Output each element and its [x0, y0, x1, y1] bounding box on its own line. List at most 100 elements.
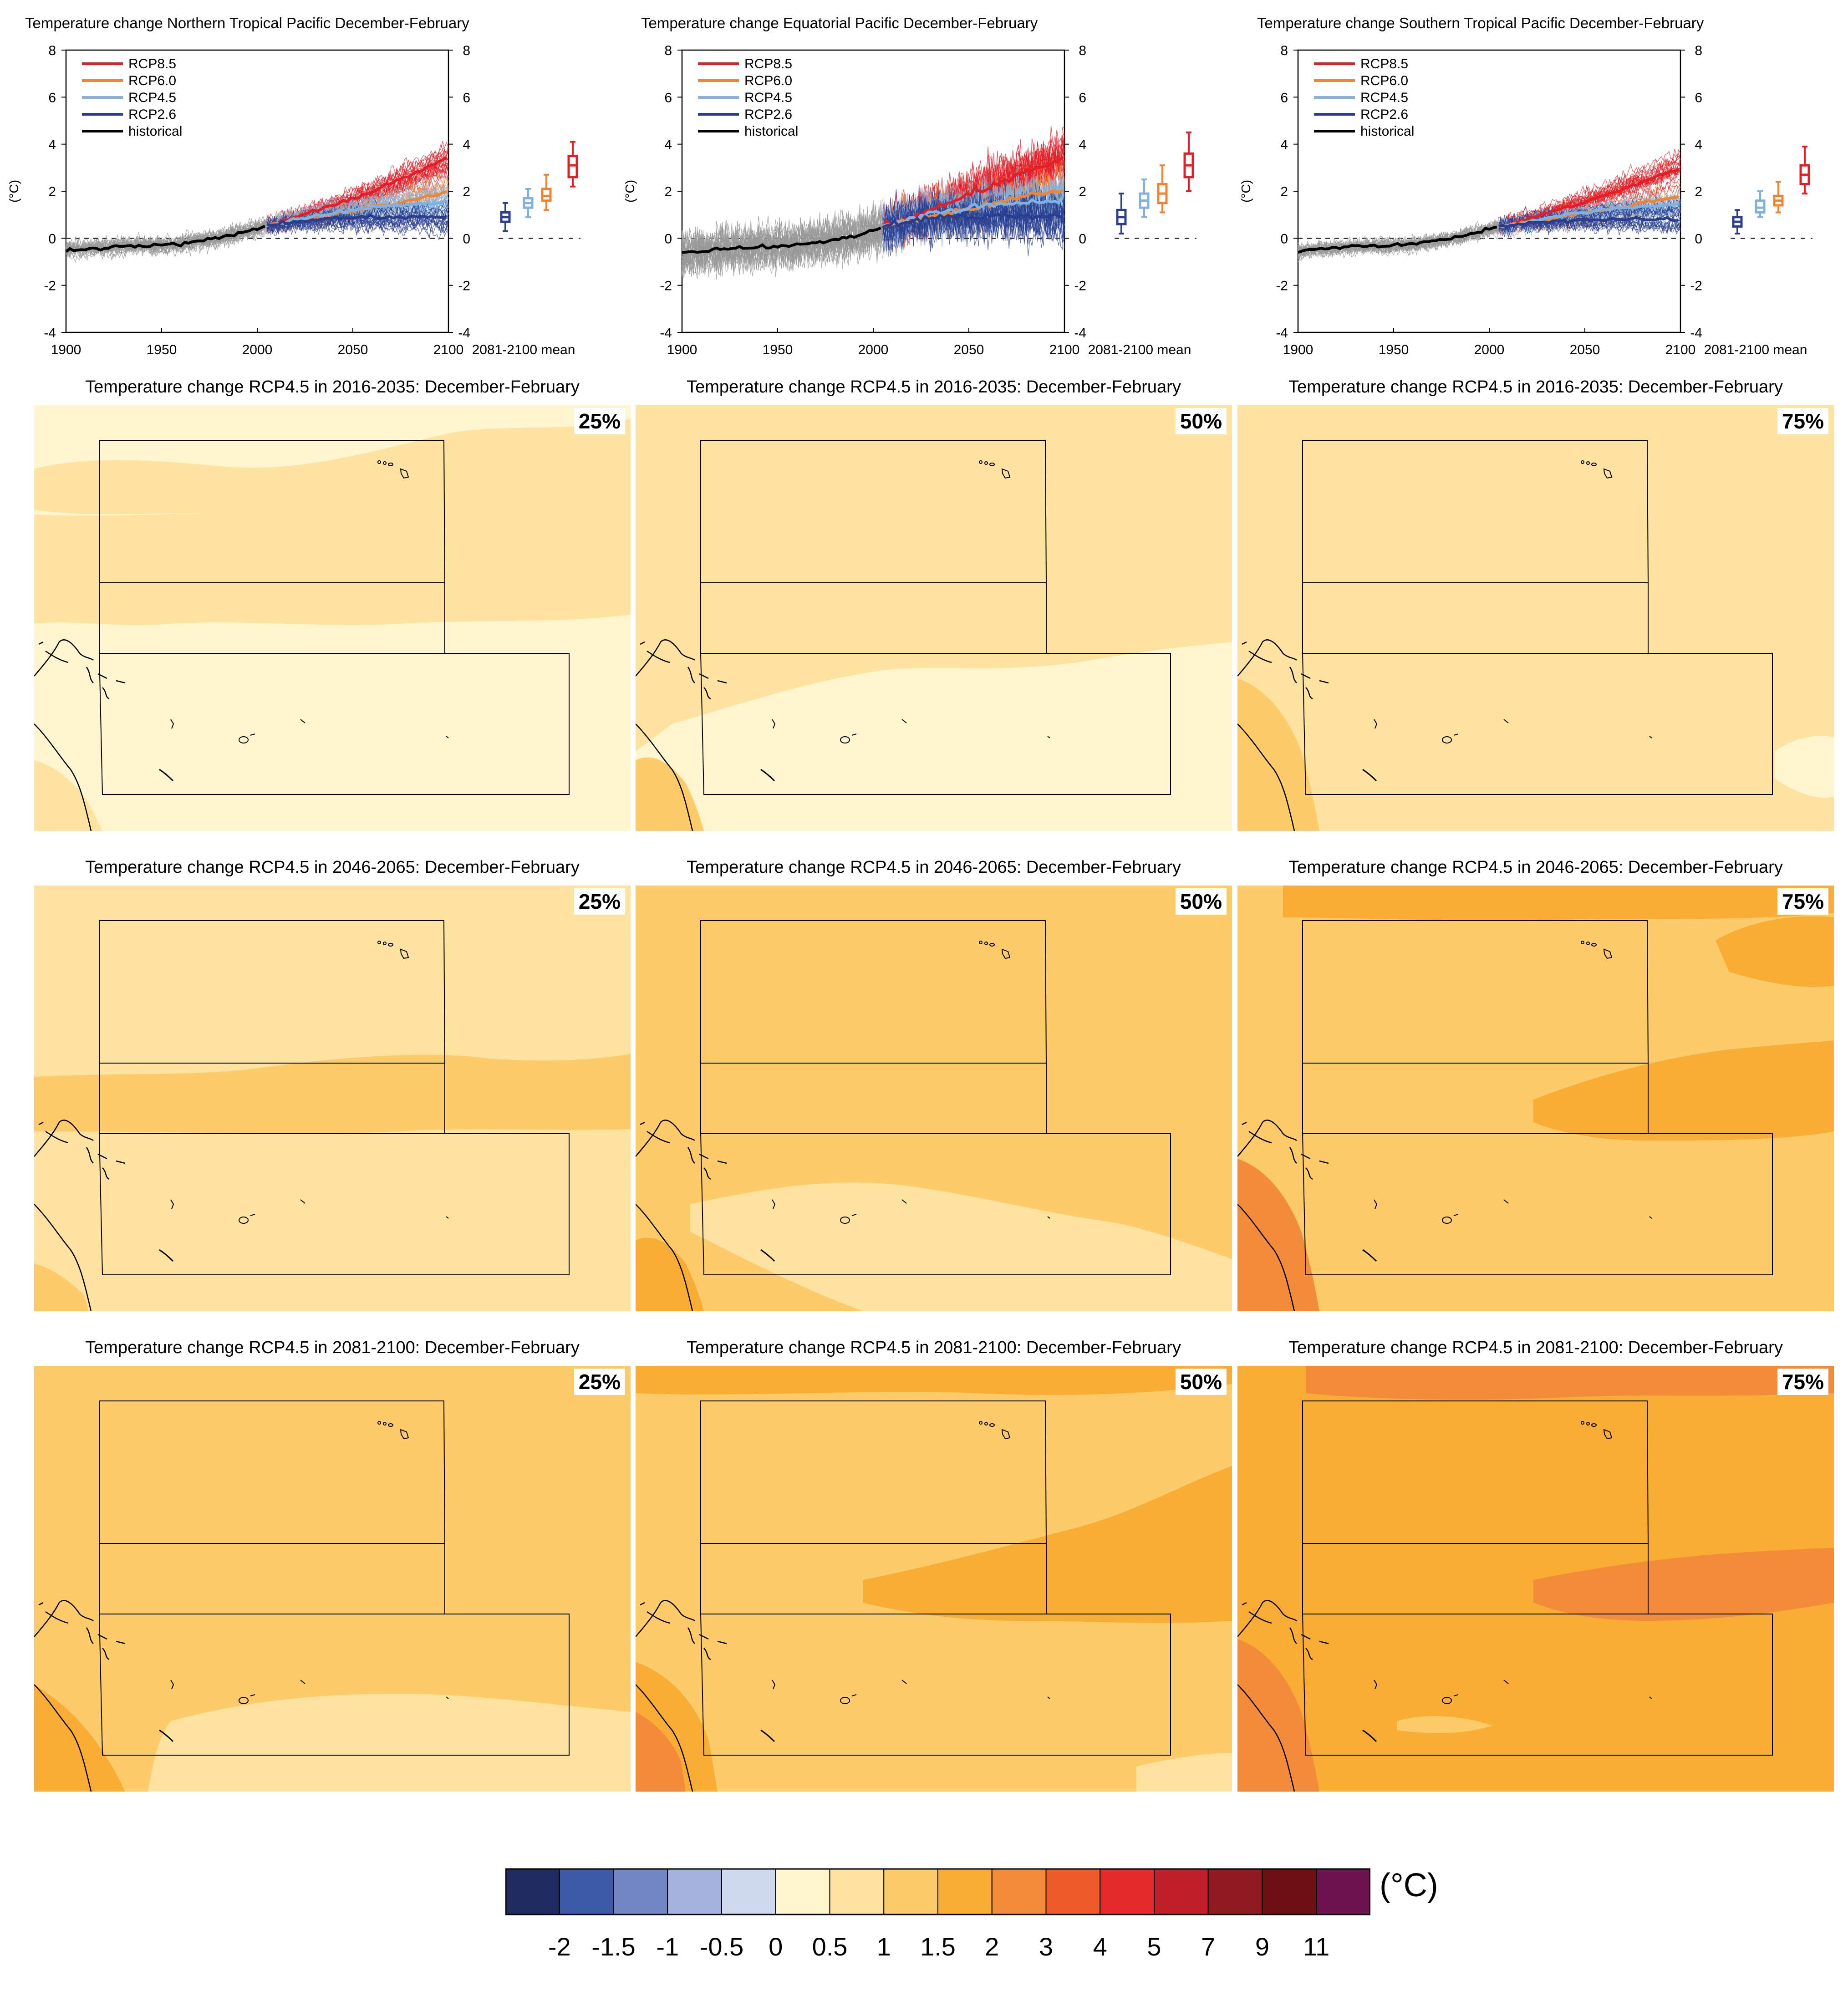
x-tick-label: 2050 — [338, 342, 368, 357]
map-area: 50% — [636, 405, 1232, 831]
y-tick-label-right: 0 — [463, 231, 470, 246]
region-box-south — [1302, 1614, 1773, 1756]
hawaii-islands — [377, 1421, 409, 1440]
island — [1001, 948, 1011, 959]
timeseries-chart: Temperature change Equatorial Pacific De… — [623, 15, 1196, 357]
island — [377, 1421, 381, 1425]
island-new-caledonia — [159, 1729, 174, 1742]
coastline-dashed — [97, 1153, 126, 1164]
island — [1586, 942, 1590, 945]
island — [1453, 733, 1459, 736]
island — [1586, 1422, 1590, 1426]
coastline-solomon — [1289, 1627, 1313, 1660]
island — [1047, 1696, 1050, 1699]
y-tick-label: 6 — [1280, 90, 1288, 105]
coastline — [34, 639, 126, 831]
percentile-label: 75% — [1777, 888, 1828, 915]
percentile-label: 75% — [1777, 408, 1828, 434]
temperature-contour-region — [636, 642, 1232, 831]
rcp-member — [266, 177, 449, 228]
temperature-contour-region — [1237, 1639, 1319, 1792]
coastline-australia — [34, 1204, 92, 1311]
historical-member — [66, 221, 267, 253]
island — [1453, 1694, 1459, 1696]
colorbar-tick-label: -1.5 — [591, 1932, 636, 1961]
coastline-png — [1237, 1120, 1297, 1157]
colorbar-tick-label: -2 — [548, 1932, 571, 1961]
island — [1374, 1199, 1378, 1209]
y-tick-label-right: 8 — [1079, 43, 1086, 58]
x-tick-label: 1900 — [51, 342, 81, 357]
coastline-solomon — [687, 1147, 711, 1180]
x-tick-label: 2000 — [242, 342, 273, 357]
island-fiji — [239, 736, 249, 743]
region-box-south — [700, 653, 1171, 795]
island — [170, 1199, 174, 1209]
map-area: 50% — [636, 1366, 1232, 1792]
island — [300, 1199, 305, 1204]
island — [300, 1680, 305, 1684]
rcp-member — [882, 135, 1065, 237]
map-title: Temperature change RCP4.5 in 2046-2065: … — [687, 858, 1181, 877]
island — [377, 941, 381, 944]
colorbar-swatch — [1207, 1869, 1263, 1915]
rcp-member — [266, 219, 449, 241]
y-tick-label-right: 8 — [1695, 43, 1702, 58]
series-mean-line — [682, 226, 881, 254]
y-tick-label-right: 6 — [463, 90, 470, 105]
coastline-solomon — [1289, 1147, 1313, 1180]
y-tick-label-right: 4 — [1695, 137, 1702, 153]
y-tick-label: -4 — [1276, 326, 1288, 341]
percentile-label: 50% — [1175, 1369, 1227, 1395]
rcp-member — [1498, 211, 1681, 231]
colorbar-swatch — [1045, 1869, 1101, 1915]
colorbar-svg: -2 -1.5 -1 -0.5 0 0.5 1 1.5 2 3 4 5 7 9 11 — [505, 1868, 1370, 1961]
map-svg — [34, 886, 631, 1311]
island — [1374, 719, 1378, 729]
y-tick-label: 6 — [664, 90, 672, 105]
x-tick-label: 1900 — [1283, 342, 1313, 357]
island — [1603, 468, 1613, 479]
island — [984, 942, 988, 945]
coastline-png — [636, 639, 695, 677]
island — [1047, 1216, 1050, 1219]
region-box-south — [1302, 653, 1773, 795]
coastline-australia — [34, 1684, 92, 1792]
series-mean-line — [1498, 168, 1680, 229]
colorbar-tick-label: 2 — [985, 1932, 999, 1961]
colorbar-tick-label: 7 — [1201, 1932, 1215, 1961]
rcp-member — [266, 186, 449, 227]
coastline — [636, 1120, 727, 1311]
coastline-png — [1237, 1600, 1297, 1637]
temperature-contour-region — [1237, 678, 1319, 831]
region-box-south — [98, 1614, 570, 1756]
colorbar-tick-label: 0 — [769, 1932, 783, 1961]
y-tick-label-right: -4 — [1690, 326, 1702, 341]
temperature-contour-region — [636, 1237, 704, 1311]
rcp-member — [266, 147, 449, 224]
colorbar-tick-label: 11 — [1303, 1932, 1329, 1961]
series-mean-line — [266, 213, 447, 227]
y-tick-label-right: 2 — [1079, 184, 1086, 199]
coastline-islands — [38, 641, 69, 663]
island — [851, 1214, 857, 1216]
island — [1001, 1429, 1011, 1440]
y-tick-label: 4 — [48, 137, 56, 153]
x-tick-label: 2050 — [954, 342, 984, 357]
percentile-label: 75% — [1777, 1369, 1828, 1395]
island — [1503, 1680, 1509, 1684]
island — [383, 461, 387, 465]
island — [1581, 1421, 1584, 1425]
island — [1503, 719, 1509, 723]
x-tick-label: 1950 — [147, 342, 177, 357]
island — [989, 943, 995, 947]
map-svg — [636, 405, 1232, 831]
coastline-dashed — [699, 1153, 727, 1164]
coastline-australia — [636, 723, 693, 831]
coastline — [1237, 1600, 1329, 1792]
coastline — [636, 1600, 727, 1792]
island — [250, 1214, 255, 1216]
map-title: Temperature change RCP4.5 in 2016-2035: … — [687, 377, 1181, 397]
map-title: Temperature change RCP4.5 in 2016-2035: … — [1288, 377, 1783, 397]
island — [446, 736, 449, 738]
